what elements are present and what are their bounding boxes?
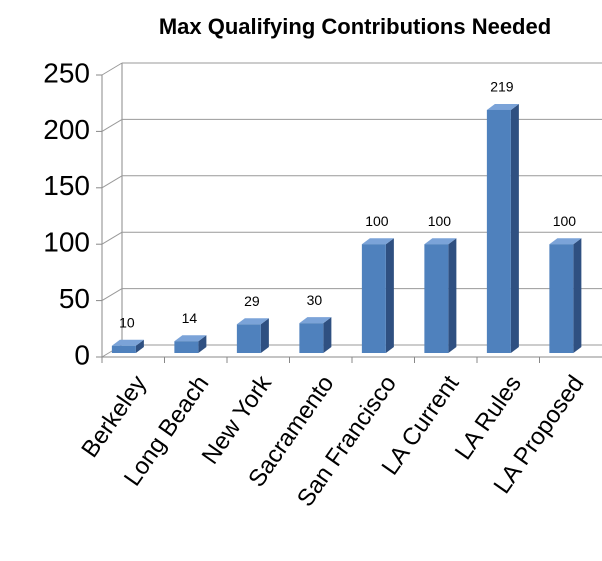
bar-top	[174, 335, 207, 342]
data-label: 100	[428, 213, 452, 229]
bar-side	[323, 317, 332, 353]
bar-top	[111, 339, 144, 346]
bar-side	[260, 318, 269, 353]
y-tick-label: 200	[43, 114, 90, 145]
bar-side	[510, 103, 519, 353]
bar-top	[299, 317, 332, 324]
chart-title: Max Qualifying Contributions Needed	[159, 14, 551, 39]
bar	[236, 324, 261, 353]
data-label: 100	[365, 213, 389, 229]
bar-top	[486, 103, 519, 110]
bar	[299, 323, 324, 353]
data-label: 29	[244, 293, 260, 309]
data-label: 14	[182, 310, 198, 326]
grid-line	[101, 175, 123, 189]
bar	[361, 244, 386, 353]
data-label: 219	[490, 79, 514, 95]
bar-side	[198, 335, 207, 353]
y-tick-label: 0	[74, 339, 90, 370]
bar-side	[385, 238, 394, 353]
y-tick-label: 250	[43, 57, 90, 88]
bar-top	[549, 238, 582, 245]
grid-line	[101, 118, 123, 132]
bar-top	[424, 238, 457, 245]
bar	[111, 345, 136, 353]
data-label: 100	[553, 213, 577, 229]
bar	[174, 341, 199, 353]
data-label: 30	[307, 292, 323, 308]
bar-top	[236, 318, 269, 325]
grid-line	[101, 62, 123, 76]
bar-top	[361, 238, 394, 245]
grid-line	[101, 288, 123, 302]
bar	[549, 244, 574, 353]
grid-line	[101, 231, 123, 245]
bar-side	[135, 339, 144, 353]
data-label: 10	[119, 314, 135, 330]
y-tick-label: 50	[59, 283, 90, 314]
bar-side	[448, 238, 457, 353]
bar-side	[573, 238, 582, 353]
y-tick-label: 100	[43, 227, 90, 258]
y-tick-label: 150	[43, 170, 90, 201]
bar	[486, 109, 511, 353]
bar	[424, 244, 449, 353]
